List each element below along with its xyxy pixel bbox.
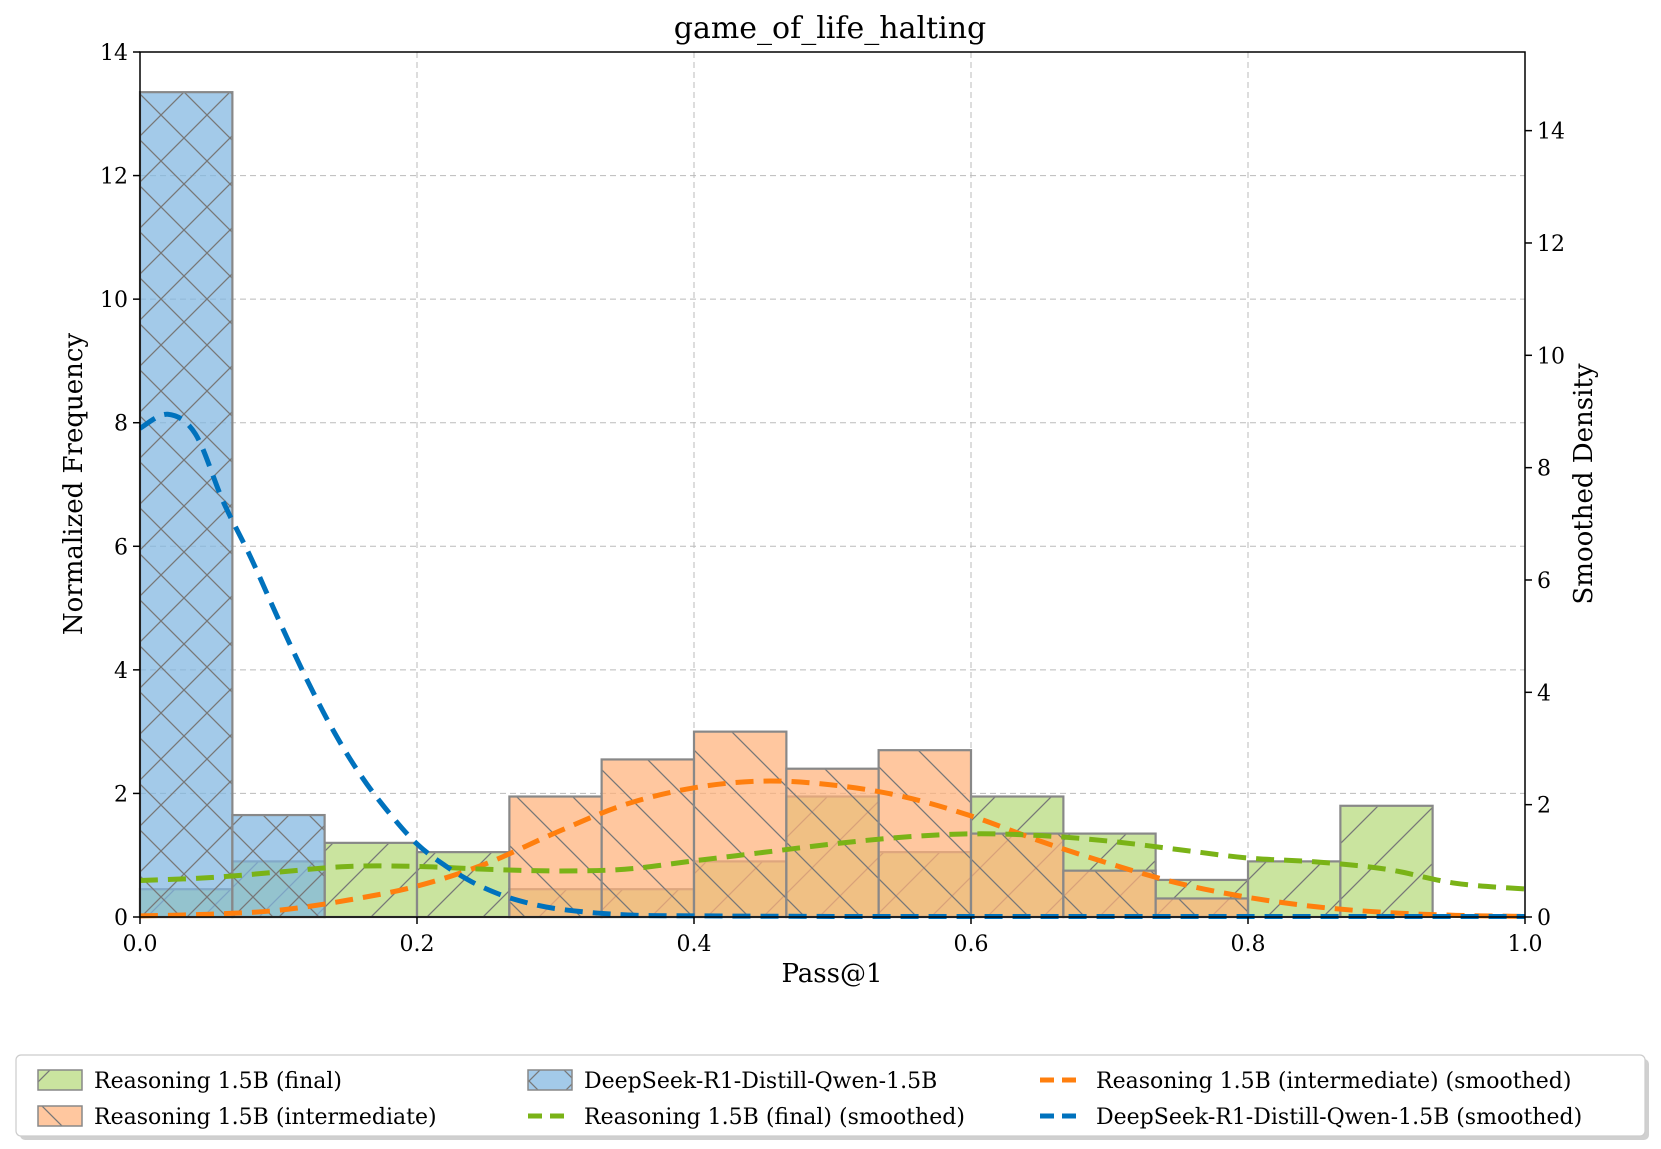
legend-label: DeepSeek-R1-Distill-Qwen-1.5B (smoothed) bbox=[1096, 1105, 1582, 1130]
plot-frame bbox=[139, 51, 1526, 918]
legend-swatch-hatch bbox=[527, 1069, 573, 1091]
y-tick-label: 6 bbox=[114, 535, 128, 560]
right-tick-label: 14 bbox=[1537, 120, 1565, 145]
bar-hatch-deepseek bbox=[231, 813, 326, 919]
legend-swatch-hatch bbox=[37, 1105, 83, 1127]
y-tick-label: 0 bbox=[114, 906, 128, 931]
bar-hatch-intermediate bbox=[600, 758, 696, 919]
legend: Reasoning 1.5B (final) Reasoning 1.5B (in… bbox=[15, 1054, 1649, 1140]
legend-box bbox=[15, 1054, 1646, 1137]
x-tick-label: 0.8 bbox=[1231, 932, 1266, 957]
bar-hatch-intermediate bbox=[969, 832, 1065, 919]
smoothed-line-deepseek bbox=[138, 411, 1525, 919]
x-tick-label: 1.0 bbox=[1508, 932, 1543, 957]
y-tick-label: 2 bbox=[114, 782, 128, 807]
right-axis-ticks: 0 2 4 6 8 10 12 14 bbox=[1525, 120, 1565, 931]
legend-label: Reasoning 1.5B (final) (smoothed) bbox=[584, 1105, 965, 1130]
bar-hatch-intermediate bbox=[508, 795, 603, 919]
bar-hatch-final bbox=[1339, 804, 1434, 919]
y-tick-label: 12 bbox=[100, 165, 128, 190]
right-tick-label: 6 bbox=[1537, 569, 1551, 594]
legend-label: Reasoning 1.5B (intermediate) (smoothed) bbox=[1096, 1069, 1571, 1094]
x-tick-label: 0.0 bbox=[123, 932, 158, 957]
x-axis-label: Pass@1 bbox=[781, 959, 882, 989]
bar-hatch-intermediate bbox=[692, 730, 788, 919]
y-axis-ticks: 0 2 4 6 8 10 12 14 bbox=[100, 41, 140, 931]
y-tick-label: 4 bbox=[114, 659, 128, 684]
x-axis-ticks: 0.0 0.2 0.4 0.6 0.8 1.0 bbox=[123, 917, 1543, 957]
legend-label: Reasoning 1.5B (intermediate) bbox=[94, 1105, 437, 1130]
right-tick-label: 10 bbox=[1537, 344, 1565, 369]
y-tick-label: 8 bbox=[114, 412, 128, 437]
y-axis-label: Normalized Frequency bbox=[59, 333, 89, 636]
legend-label: Reasoning 1.5B (final) bbox=[94, 1069, 342, 1094]
right-tick-label: 8 bbox=[1537, 457, 1551, 482]
right-tick-label: 2 bbox=[1537, 794, 1551, 819]
bar-hatch-final bbox=[1246, 860, 1342, 919]
smoothed-line-final bbox=[139, 831, 1526, 892]
legend-label: DeepSeek-R1-Distill-Qwen-1.5B bbox=[584, 1069, 937, 1094]
bar-hatch-deepseek bbox=[138, 91, 234, 919]
bar-hatch-final bbox=[415, 851, 511, 919]
bar-hatch-final bbox=[323, 841, 419, 919]
right-tick-label: 4 bbox=[1537, 681, 1551, 706]
bar-hatch-intermediate bbox=[1062, 869, 1157, 919]
legend-swatch-hatch bbox=[37, 1069, 83, 1091]
right-axis-label: Smoothed Density bbox=[1569, 363, 1599, 604]
x-tick-label: 0.6 bbox=[954, 932, 989, 957]
y-tick-label: 10 bbox=[100, 288, 128, 313]
y-tick-label: 14 bbox=[100, 41, 128, 66]
right-tick-label: 12 bbox=[1537, 232, 1565, 257]
chart-title: game_of_life_halting bbox=[674, 11, 986, 46]
x-tick-label: 0.4 bbox=[677, 932, 712, 957]
smoothed-lines bbox=[138, 411, 1526, 919]
legend-items: Reasoning 1.5B (final) Reasoning 1.5B (in… bbox=[37, 1069, 1582, 1130]
smoothed-line-intermediate bbox=[139, 778, 1526, 919]
x-tick-label: 0.2 bbox=[400, 932, 435, 957]
right-tick-label: 0 bbox=[1537, 906, 1551, 931]
